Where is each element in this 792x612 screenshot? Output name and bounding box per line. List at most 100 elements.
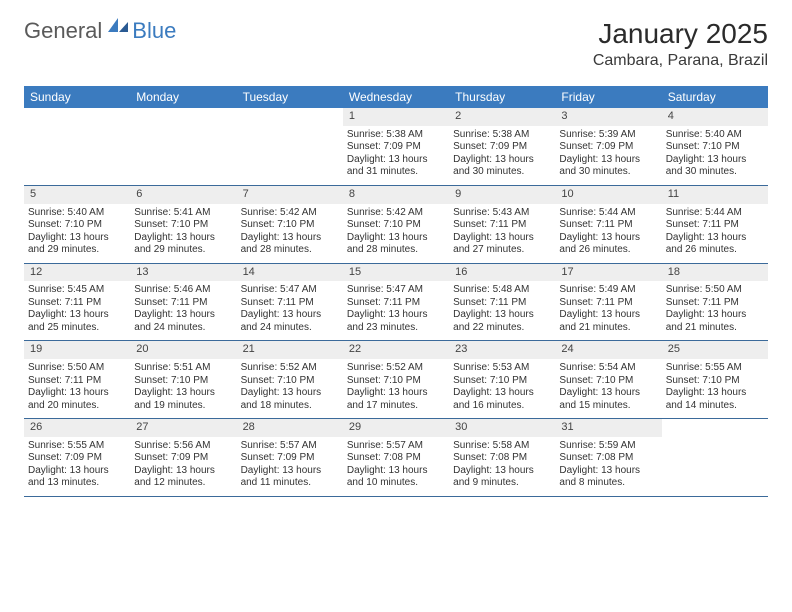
weeks-container: 1Sunrise: 5:38 AMSunset: 7:09 PMDaylight… (24, 108, 768, 497)
daylight-line: and 21 minutes. (559, 322, 657, 335)
calendar-day-cell: 31Sunrise: 5:59 AMSunset: 7:08 PMDayligh… (555, 419, 661, 496)
logo-text-blue: Blue (132, 18, 176, 44)
sunset-line: Sunset: 7:09 PM (134, 452, 232, 465)
daylight-line: and 29 minutes. (134, 244, 232, 257)
daylight-line: and 17 minutes. (347, 400, 445, 413)
daylight-line: Daylight: 13 hours (453, 232, 551, 245)
day-number: 25 (662, 341, 768, 359)
sunset-line: Sunset: 7:09 PM (347, 141, 445, 154)
daylight-line: and 23 minutes. (347, 322, 445, 335)
day-number: 14 (237, 264, 343, 282)
daylight-line: Daylight: 13 hours (666, 309, 764, 322)
daylight-line: Daylight: 13 hours (134, 387, 232, 400)
daylight-line: Daylight: 13 hours (241, 309, 339, 322)
day-number (662, 419, 768, 437)
sunrise-line: Sunrise: 5:47 AM (347, 284, 445, 297)
daylight-line: and 15 minutes. (559, 400, 657, 413)
day-number (237, 108, 343, 126)
calendar-day-cell: 20Sunrise: 5:51 AMSunset: 7:10 PMDayligh… (130, 341, 236, 418)
day-number: 17 (555, 264, 661, 282)
daylight-line: Daylight: 13 hours (134, 309, 232, 322)
calendar-day-cell: 29Sunrise: 5:57 AMSunset: 7:08 PMDayligh… (343, 419, 449, 496)
sunset-line: Sunset: 7:11 PM (28, 297, 126, 310)
sunset-line: Sunset: 7:11 PM (666, 297, 764, 310)
sunset-line: Sunset: 7:11 PM (28, 375, 126, 388)
day-number: 22 (343, 341, 449, 359)
daylight-line: Daylight: 13 hours (347, 309, 445, 322)
sunset-line: Sunset: 7:11 PM (559, 297, 657, 310)
sunrise-line: Sunrise: 5:59 AM (559, 440, 657, 453)
daylight-line: Daylight: 13 hours (453, 154, 551, 167)
sunset-line: Sunset: 7:10 PM (134, 375, 232, 388)
sunrise-line: Sunrise: 5:47 AM (241, 284, 339, 297)
sunrise-line: Sunrise: 5:42 AM (347, 207, 445, 220)
day-number: 16 (449, 264, 555, 282)
sunset-line: Sunset: 7:10 PM (241, 375, 339, 388)
daylight-line: Daylight: 13 hours (347, 387, 445, 400)
calendar-week-row: 5Sunrise: 5:40 AMSunset: 7:10 PMDaylight… (24, 186, 768, 264)
sunrise-line: Sunrise: 5:51 AM (134, 362, 232, 375)
calendar: Sunday Monday Tuesday Wednesday Thursday… (24, 86, 768, 497)
calendar-day-cell: 2Sunrise: 5:38 AMSunset: 7:09 PMDaylight… (449, 108, 555, 185)
calendar-day-cell (237, 108, 343, 185)
header: General Blue January 2025 Cambara, Paran… (0, 0, 792, 78)
sunrise-line: Sunrise: 5:39 AM (559, 129, 657, 142)
daylight-line: and 30 minutes. (453, 166, 551, 179)
sunrise-line: Sunrise: 5:44 AM (559, 207, 657, 220)
calendar-week-row: 1Sunrise: 5:38 AMSunset: 7:09 PMDaylight… (24, 108, 768, 186)
calendar-day-cell: 11Sunrise: 5:44 AMSunset: 7:11 PMDayligh… (662, 186, 768, 263)
daylight-line: and 28 minutes. (347, 244, 445, 257)
daylight-line: Daylight: 13 hours (453, 387, 551, 400)
day-number: 9 (449, 186, 555, 204)
sunrise-line: Sunrise: 5:50 AM (666, 284, 764, 297)
calendar-day-cell: 8Sunrise: 5:42 AMSunset: 7:10 PMDaylight… (343, 186, 449, 263)
daylight-line: Daylight: 13 hours (666, 232, 764, 245)
daylight-line: Daylight: 13 hours (28, 232, 126, 245)
sunset-line: Sunset: 7:08 PM (559, 452, 657, 465)
daylight-line: Daylight: 13 hours (241, 232, 339, 245)
month-title: January 2025 (593, 18, 768, 50)
calendar-day-cell: 16Sunrise: 5:48 AMSunset: 7:11 PMDayligh… (449, 264, 555, 341)
sunset-line: Sunset: 7:09 PM (28, 452, 126, 465)
day-number: 23 (449, 341, 555, 359)
calendar-day-cell (662, 419, 768, 496)
sunrise-line: Sunrise: 5:57 AM (241, 440, 339, 453)
day-number: 6 (130, 186, 236, 204)
daylight-line: Daylight: 13 hours (559, 387, 657, 400)
sunset-line: Sunset: 7:11 PM (453, 297, 551, 310)
day-number: 26 (24, 419, 130, 437)
day-number: 2 (449, 108, 555, 126)
sunset-line: Sunset: 7:09 PM (559, 141, 657, 154)
daylight-line: and 26 minutes. (559, 244, 657, 257)
daylight-line: Daylight: 13 hours (28, 465, 126, 478)
day-number: 4 (662, 108, 768, 126)
sunset-line: Sunset: 7:10 PM (28, 219, 126, 232)
sunrise-line: Sunrise: 5:57 AM (347, 440, 445, 453)
logo-sail-icon (106, 16, 130, 34)
calendar-day-cell: 22Sunrise: 5:52 AMSunset: 7:10 PMDayligh… (343, 341, 449, 418)
sunset-line: Sunset: 7:10 PM (453, 375, 551, 388)
daylight-line: Daylight: 13 hours (559, 465, 657, 478)
daylight-line: and 22 minutes. (453, 322, 551, 335)
daylight-line: Daylight: 13 hours (134, 232, 232, 245)
calendar-day-cell: 12Sunrise: 5:45 AMSunset: 7:11 PMDayligh… (24, 264, 130, 341)
daylight-line: Daylight: 13 hours (347, 465, 445, 478)
calendar-day-cell: 4Sunrise: 5:40 AMSunset: 7:10 PMDaylight… (662, 108, 768, 185)
calendar-day-cell: 27Sunrise: 5:56 AMSunset: 7:09 PMDayligh… (130, 419, 236, 496)
logo: General Blue (24, 18, 176, 44)
sunrise-line: Sunrise: 5:53 AM (453, 362, 551, 375)
calendar-day-cell: 13Sunrise: 5:46 AMSunset: 7:11 PMDayligh… (130, 264, 236, 341)
title-block: January 2025 Cambara, Parana, Brazil (593, 18, 768, 70)
sunrise-line: Sunrise: 5:38 AM (347, 129, 445, 142)
sunset-line: Sunset: 7:08 PM (347, 452, 445, 465)
sunrise-line: Sunrise: 5:48 AM (453, 284, 551, 297)
calendar-week-row: 26Sunrise: 5:55 AMSunset: 7:09 PMDayligh… (24, 419, 768, 497)
day-number (130, 108, 236, 126)
calendar-day-cell: 26Sunrise: 5:55 AMSunset: 7:09 PMDayligh… (24, 419, 130, 496)
daylight-line: Daylight: 13 hours (559, 309, 657, 322)
day-number: 1 (343, 108, 449, 126)
calendar-day-cell: 3Sunrise: 5:39 AMSunset: 7:09 PMDaylight… (555, 108, 661, 185)
calendar-day-cell: 10Sunrise: 5:44 AMSunset: 7:11 PMDayligh… (555, 186, 661, 263)
sunrise-line: Sunrise: 5:43 AM (453, 207, 551, 220)
daylight-line: and 30 minutes. (559, 166, 657, 179)
